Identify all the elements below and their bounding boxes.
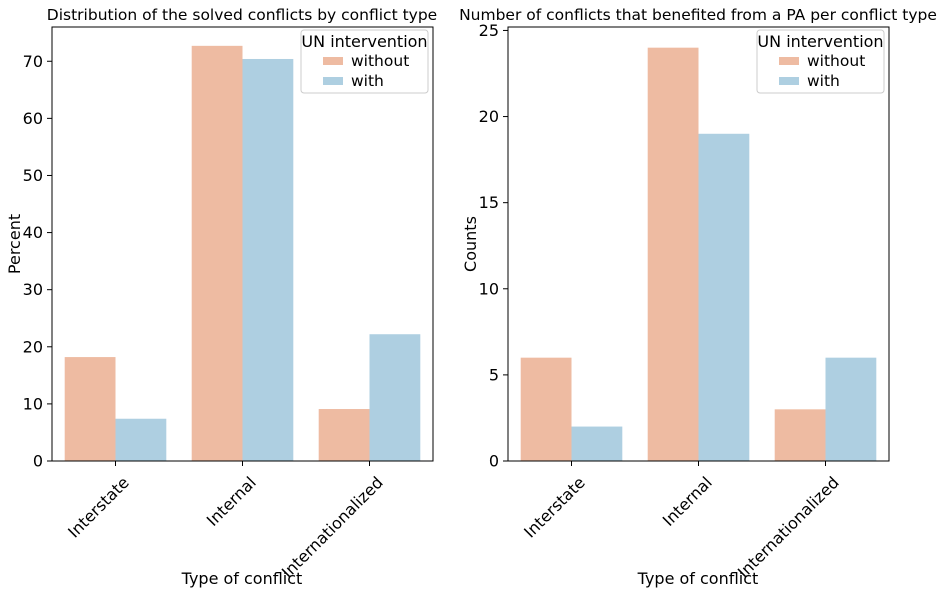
chart-left-x-label: Type of conflict	[181, 569, 303, 588]
chart-right-title: Number of conflicts that benefited from …	[459, 6, 937, 24]
chart-right: Number of conflicts that benefited from …	[459, 6, 937, 588]
y-tick-label: 50	[23, 166, 43, 185]
chart-left-bars	[64, 45, 421, 462]
y-tick-label: 0	[489, 452, 499, 471]
chart-left-legend-swatch-without	[323, 57, 343, 65]
y-tick-label: 20	[23, 337, 43, 356]
chart-left-bar-without-internal	[191, 45, 243, 462]
chart-right-legend: UN intervention without with	[756, 29, 885, 94]
chart-right-bar-without-internationalized	[774, 409, 826, 461]
chart-right-y-ticks: 0 5 10 15 20 25	[479, 21, 508, 471]
x-tick-label: Internal	[659, 473, 716, 530]
y-tick-label: 5	[489, 365, 499, 384]
chart-right-bar-without-internal	[647, 47, 699, 462]
chart-left-bar-without-internationalized	[318, 409, 370, 461]
chart-right-bar-with-interstate	[571, 426, 623, 461]
x-tick-label: Internationalized	[734, 473, 843, 582]
chart-left: Distribution of the solved conflicts by …	[5, 6, 437, 588]
y-tick-label: 10	[479, 279, 499, 298]
chart-left-bar-with-interstate	[115, 418, 167, 461]
chart-left-title: Distribution of the solved conflicts by …	[47, 6, 437, 24]
y-tick-label: 20	[479, 107, 499, 126]
y-tick-label: 25	[479, 21, 499, 40]
y-tick-label: 40	[23, 223, 43, 242]
chart-right-legend-swatch-without	[779, 57, 799, 65]
y-tick-label: 0	[33, 452, 43, 471]
chart-left-bar-with-internationalized	[369, 334, 421, 461]
x-tick-label: Interstate	[64, 473, 133, 542]
chart-left-legend-label-with: with	[351, 72, 384, 90]
y-tick-label: 10	[23, 394, 43, 413]
chart-left-y-label: Percent	[5, 214, 24, 274]
x-tick-label: Internal	[203, 473, 260, 530]
y-tick-label: 70	[23, 52, 43, 71]
x-tick-label: Interstate	[520, 473, 589, 542]
chart-right-legend-swatch-with	[779, 77, 799, 85]
chart-right-bar-with-internal	[698, 133, 750, 461]
chart-right-x-label: Type of conflict	[637, 569, 759, 588]
y-tick-label: 15	[479, 193, 499, 212]
chart-right-legend-title: UN intervention	[757, 32, 883, 51]
chart-left-legend: UN intervention without with	[300, 29, 429, 94]
y-tick-label: 60	[23, 109, 43, 128]
y-tick-label: 30	[23, 280, 43, 299]
chart-left-legend-title: UN intervention	[301, 32, 427, 51]
chart-left-y-ticks: 0 10 20 30 40 50 60 70	[23, 52, 52, 471]
chart-right-legend-label-with: with	[807, 72, 840, 90]
chart-right-bar-without-interstate	[520, 357, 572, 461]
chart-left-bar-with-internal	[242, 58, 294, 461]
chart-right-x-ticks: Interstate Internal Internationalized	[520, 461, 843, 582]
chart-left-x-ticks: Interstate Internal Internationalized	[64, 461, 387, 582]
chart-left-bar-without-interstate	[64, 357, 116, 461]
x-tick-label: Internationalized	[278, 473, 387, 582]
chart-right-y-label: Counts	[461, 216, 480, 272]
chart-right-bar-with-internationalized	[825, 357, 877, 461]
chart-left-legend-label-without: without	[351, 52, 409, 70]
chart-right-bars	[520, 47, 877, 462]
chart-left-legend-swatch-with	[323, 77, 343, 85]
chart-right-legend-label-without: without	[807, 52, 865, 70]
